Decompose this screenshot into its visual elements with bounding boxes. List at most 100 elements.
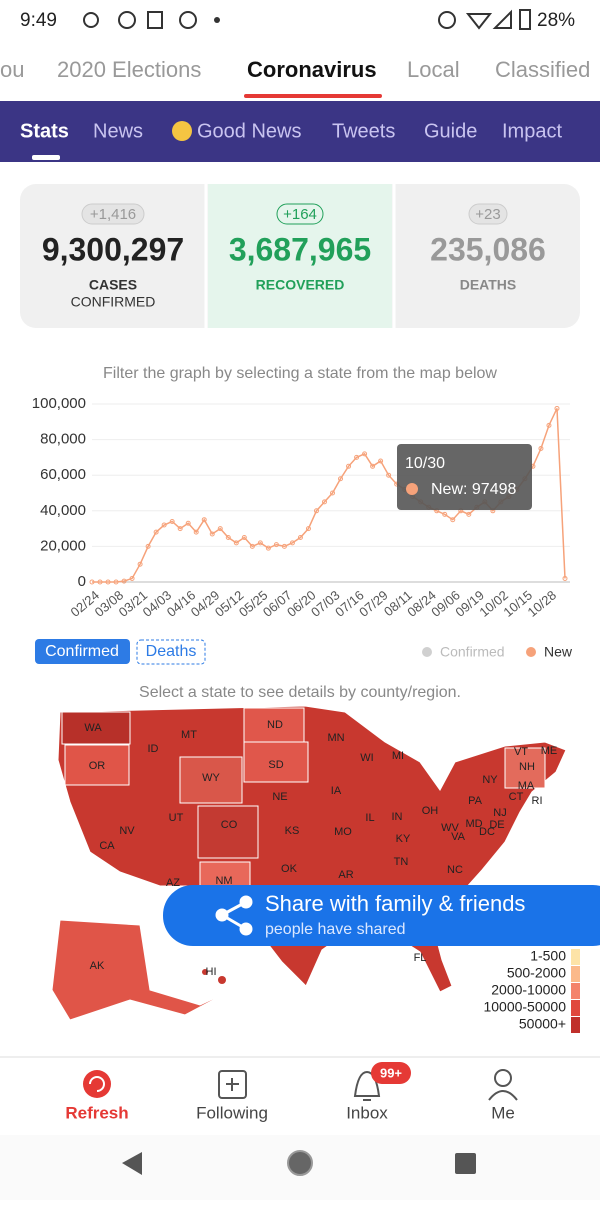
state-label[interactable]: HI (206, 966, 217, 978)
state-shape[interactable] (179, 756, 243, 804)
toggle-confirmed[interactable] (35, 639, 130, 664)
state-label[interactable]: ME (541, 745, 558, 757)
home-button[interactable] (287, 1150, 313, 1176)
top-tab[interactable]: Classified (495, 57, 590, 82)
toggle-label[interactable]: Confirmed (45, 643, 119, 660)
state-label[interactable]: OR (89, 760, 106, 772)
state-shape[interactable] (504, 747, 546, 789)
state-label[interactable]: MN (327, 732, 344, 744)
state-label[interactable]: IA (331, 785, 342, 797)
state-label[interactable]: UT (169, 812, 184, 824)
state-shape[interactable] (64, 744, 130, 786)
share-banner[interactable] (163, 885, 600, 946)
sub-tab[interactable]: Tweets (332, 120, 395, 142)
state-shape[interactable] (51, 919, 233, 1021)
legend-swatch (571, 983, 580, 999)
nav-label[interactable]: Inbox (346, 1103, 388, 1122)
following-icon[interactable] (218, 1070, 247, 1099)
state-label[interactable]: TN (394, 856, 409, 868)
state-label[interactable]: IN (392, 811, 403, 823)
sub-tab[interactable]: News (93, 120, 143, 142)
state-label[interactable]: IL (365, 812, 374, 824)
nav-label[interactable]: Following (196, 1103, 268, 1122)
top-tab[interactable]: Coronavirus (247, 57, 377, 82)
state-label[interactable]: MI (392, 750, 404, 762)
state-label[interactable]: FL (414, 952, 427, 964)
following-plus[interactable] (226, 1078, 239, 1091)
state-label[interactable]: CO (221, 819, 238, 831)
me-icon[interactable] (494, 1069, 512, 1087)
toggle-label[interactable]: Deaths (146, 643, 197, 660)
state-label[interactable]: VT (514, 746, 528, 758)
top-tab[interactable]: ou (0, 57, 24, 82)
state-label[interactable]: KS (285, 825, 300, 837)
share-subtitle[interactable]: people have shared (265, 921, 406, 938)
state-shape[interactable] (243, 741, 309, 783)
state-shape[interactable] (197, 805, 259, 859)
refresh-icon[interactable] (83, 1070, 111, 1098)
nav-label[interactable]: Me (491, 1103, 515, 1122)
state-label[interactable]: NH (519, 761, 535, 773)
state-label[interactable]: WV (441, 822, 459, 834)
data-point (354, 454, 360, 460)
state-label[interactable]: VA (451, 831, 466, 843)
state-label[interactable]: AZ (166, 877, 180, 889)
legend-label[interactable]: Confirmed (440, 644, 505, 660)
sub-tab[interactable]: Impact (502, 120, 562, 142)
change-text: +164 (283, 206, 317, 223)
smiley-icon (172, 121, 192, 141)
inbox-icon[interactable] (353, 1070, 381, 1101)
nav-label[interactable]: Refresh (65, 1103, 128, 1122)
state-shape[interactable] (61, 711, 131, 745)
state-label[interactable]: RI (532, 795, 543, 807)
state-label[interactable]: OH (422, 805, 439, 817)
state-label[interactable]: MD (465, 818, 482, 830)
state-label[interactable]: CA (99, 840, 115, 852)
state-label[interactable]: OK (281, 863, 298, 875)
share-icon[interactable] (215, 895, 253, 936)
state-label[interactable]: KY (396, 833, 411, 845)
state-label[interactable]: ND (267, 719, 283, 731)
legend-swatch[interactable] (526, 647, 536, 657)
top-tab[interactable]: 2020 Elections (57, 57, 201, 82)
state-label[interactable]: AK (90, 960, 105, 972)
state-shape[interactable] (218, 976, 226, 984)
state-label[interactable]: NJ (493, 807, 506, 819)
us-map[interactable] (51, 705, 567, 1021)
state-label[interactable]: NM (215, 875, 232, 887)
stat-label: CASES (89, 277, 137, 293)
state-label[interactable]: MT (181, 729, 197, 741)
back-button[interactable] (122, 1152, 142, 1175)
legend-swatch[interactable] (422, 647, 432, 657)
refresh-arrow[interactable] (89, 1076, 105, 1092)
recents-button[interactable] (455, 1153, 476, 1174)
state-label[interactable]: MO (334, 826, 352, 838)
state-label[interactable]: WY (202, 772, 220, 784)
state-label[interactable]: WA (84, 722, 102, 734)
sub-tab[interactable]: Guide (424, 120, 477, 142)
top-tab[interactable]: Local (407, 57, 460, 82)
state-shape[interactable] (243, 707, 305, 743)
legend-label[interactable]: New (544, 644, 573, 660)
state-label[interactable]: NE (272, 791, 287, 803)
state-label[interactable]: AR (338, 869, 353, 881)
state-label[interactable]: DE (489, 819, 504, 831)
state-label[interactable]: ID (148, 743, 159, 755)
state-shape[interactable] (199, 861, 251, 887)
state-label[interactable]: NC (447, 864, 463, 876)
state-label[interactable]: NY (482, 774, 498, 786)
state-label[interactable]: CT (509, 791, 524, 803)
sub-tab[interactable]: Stats (20, 120, 69, 142)
toggle-deaths[interactable] (136, 639, 206, 665)
me-icon-body[interactable] (488, 1090, 518, 1101)
state-label[interactable]: NV (119, 825, 135, 837)
state-label[interactable]: MA (518, 780, 535, 792)
y-tick-label: 20,000 (40, 537, 86, 554)
state-label[interactable]: DC (479, 826, 495, 838)
state-label[interactable]: WI (360, 752, 373, 764)
share-title[interactable]: Share with family & friends (265, 891, 525, 916)
state-shape[interactable] (202, 969, 208, 975)
state-label[interactable]: PA (468, 795, 483, 807)
sub-tab[interactable]: Good News (197, 120, 302, 142)
state-label[interactable]: SD (268, 759, 283, 771)
